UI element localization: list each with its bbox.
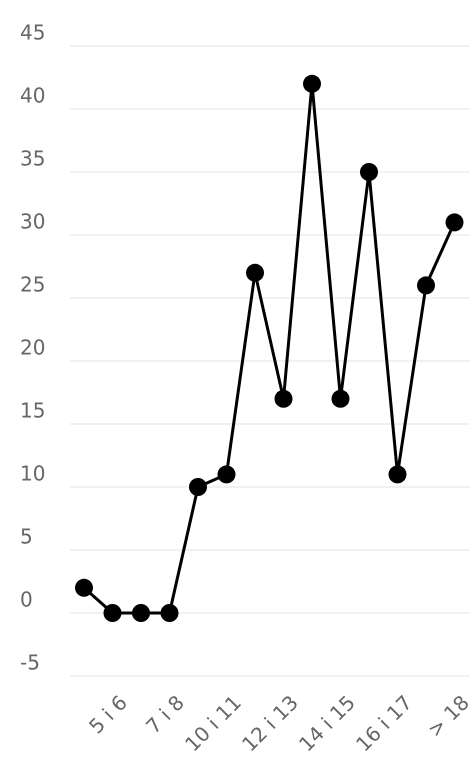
data-point (274, 389, 293, 408)
data-point (303, 74, 321, 93)
y-tick-label: -5 (20, 651, 40, 675)
x-tick-label: 14 i 15 (294, 690, 360, 756)
data-point (160, 604, 179, 622)
x-tick-label: 16 i 17 (351, 690, 417, 756)
y-tick-label: 10 (20, 462, 45, 486)
data-point (246, 263, 264, 282)
series-line (83, 83, 456, 615)
data-point (217, 465, 236, 484)
data-point (103, 604, 122, 622)
x-tick-label: > 18 (423, 690, 470, 741)
data-point (331, 389, 350, 408)
data-point (360, 163, 378, 181)
y-tick-label: 15 (20, 399, 45, 423)
x-tick-label: 5 i 6 (84, 690, 132, 738)
y-tick-label: 35 (20, 147, 45, 171)
data-point (189, 478, 207, 496)
data-point (388, 465, 407, 484)
y-tick-label: 5 (20, 525, 33, 549)
data-point (75, 578, 93, 597)
y-tick-label: 45 (20, 21, 45, 45)
data-point (132, 604, 150, 622)
x-tick-label: 10 i 11 (180, 690, 246, 756)
y-tick-label: 25 (20, 273, 45, 297)
y-tick-label: 40 (20, 84, 45, 108)
x-tick-label: 12 i 13 (237, 690, 303, 756)
x-tick-label: 7 i 8 (141, 690, 189, 738)
data-point (417, 276, 435, 295)
y-tick-label: 30 (20, 210, 45, 234)
data-point (445, 213, 464, 232)
y-tick-label: 20 (20, 336, 45, 360)
y-tick-label: 0 (20, 588, 33, 612)
